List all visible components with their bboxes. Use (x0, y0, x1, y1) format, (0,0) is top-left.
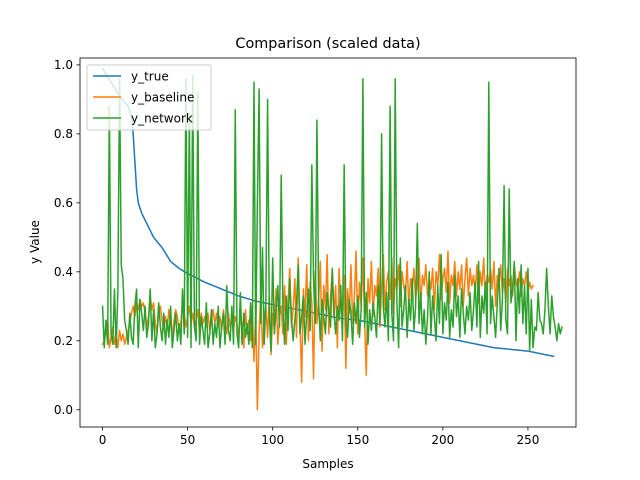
axes-frame (79, 57, 577, 428)
plot-area (101, 67, 563, 411)
series-line-y-baseline (101, 250, 535, 411)
series-line-y-network (101, 74, 563, 352)
x-tick-label: 0 (99, 433, 107, 447)
legend-label: y_baseline (131, 90, 194, 104)
y-tick-label: 1.0 (54, 58, 73, 72)
y-tick-label: 0.8 (54, 127, 73, 141)
legend-label: y_network (131, 111, 193, 125)
x-tick-label: 50 (180, 433, 195, 447)
x-axis-ticks: 0 50 100 150 200 250 (99, 427, 539, 447)
x-axis-label: Samples (302, 457, 353, 471)
chart-title: Comparison (scaled data) (235, 36, 420, 52)
legend-box (86, 64, 212, 131)
y-tick-label: 0.0 (54, 403, 73, 417)
legend: y_true y_baseline y_network (86, 64, 212, 131)
x-tick-label: 250 (516, 433, 539, 447)
legend-label: y_true (131, 69, 169, 83)
x-tick-label: 150 (346, 433, 369, 447)
y-tick-label: 0.6 (54, 196, 73, 210)
y-axis-ticks: 0.0 0.2 0.4 0.6 0.8 1.0 (54, 58, 80, 417)
x-tick-label: 100 (261, 433, 284, 447)
y-tick-label: 0.4 (54, 265, 73, 279)
y-tick-label: 0.2 (54, 334, 73, 348)
x-tick-label: 200 (431, 433, 454, 447)
y-axis-label: y Value (28, 220, 42, 264)
